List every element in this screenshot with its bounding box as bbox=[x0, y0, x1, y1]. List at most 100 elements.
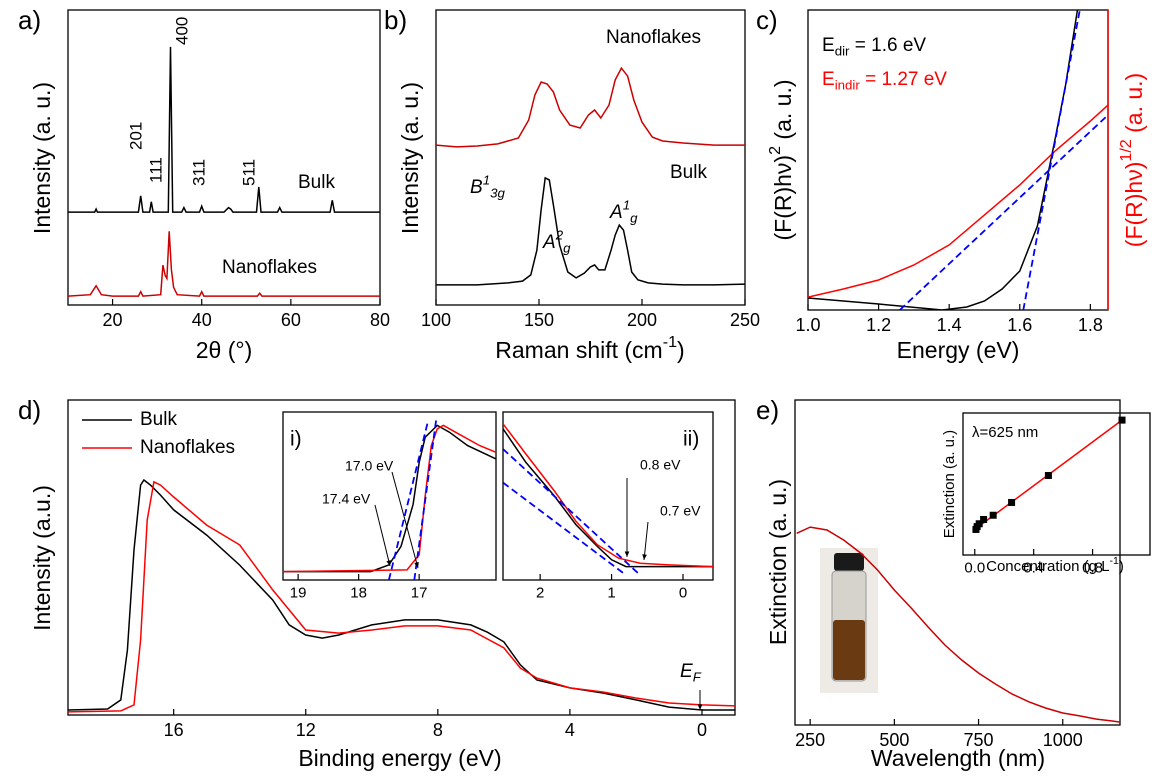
y2-axis-label: (F(R)hν)1/2 (a. u.) bbox=[1117, 73, 1147, 247]
annotation: Bulk bbox=[670, 162, 707, 183]
arrow-head bbox=[624, 551, 630, 557]
text-part: -1 bbox=[663, 333, 677, 351]
text-part: (F(R)hν) bbox=[1121, 162, 1147, 248]
annotation: 400 bbox=[172, 17, 191, 45]
annotation: 17.4 eV bbox=[322, 491, 371, 507]
plot-marks bbox=[68, 478, 735, 713]
plot-frame bbox=[435, 9, 746, 306]
text-part: 2 bbox=[555, 227, 564, 242]
annotation: Nanoflakes bbox=[606, 27, 701, 48]
text-part: -1 bbox=[1110, 555, 1119, 567]
vial-cap bbox=[834, 553, 864, 571]
panel-label: e) bbox=[756, 395, 779, 425]
x-tick-label: 17 bbox=[411, 584, 428, 601]
annotation: B13g bbox=[470, 172, 505, 200]
y-axis-label: Intensity (a. u.) bbox=[29, 82, 55, 234]
legend-label: Nanoflakes bbox=[140, 437, 235, 458]
y-axis-label: Extinction (a. u.) bbox=[941, 430, 958, 538]
x-tick-label: 0 bbox=[679, 584, 687, 601]
annotation: 201 bbox=[126, 122, 145, 150]
fit-line bbox=[1022, 10, 1081, 310]
data-line bbox=[503, 428, 713, 568]
x-tick-label: 60 bbox=[281, 310, 301, 330]
arrow bbox=[374, 504, 391, 567]
x-tick-label: 1 bbox=[607, 584, 615, 601]
x-tick-label: 150 bbox=[524, 310, 554, 330]
text-part: 1/2 bbox=[1117, 139, 1135, 161]
x-tick-label: 0.8 bbox=[1082, 559, 1103, 576]
arrow-head bbox=[697, 704, 703, 710]
plot-marks bbox=[796, 526, 1120, 723]
fit-line bbox=[899, 114, 1108, 310]
text-part: E bbox=[822, 69, 835, 90]
data-line bbox=[796, 526, 1120, 723]
panel-label: b) bbox=[384, 5, 407, 35]
text-part: 2 bbox=[766, 146, 784, 155]
text-part: g bbox=[630, 210, 638, 225]
text-part: B bbox=[470, 177, 483, 198]
x-tick-label: 250 bbox=[730, 310, 760, 330]
plot-marks bbox=[972, 416, 1126, 533]
annotation: Edir = 1.6 eV bbox=[822, 35, 926, 58]
text-part: = 1.27 eV bbox=[860, 69, 947, 90]
data-line bbox=[68, 480, 735, 713]
marker bbox=[975, 520, 983, 528]
arrow-head bbox=[386, 560, 391, 566]
x-tick-label: 8 bbox=[433, 720, 443, 740]
x-axis-label: Wavelength (nm) bbox=[871, 745, 1045, 771]
text-part: 1 bbox=[623, 197, 630, 212]
text-part: A bbox=[542, 232, 556, 253]
text-part: E bbox=[822, 35, 835, 56]
annotation: 311 bbox=[189, 159, 208, 186]
annotation: 0.7 eV bbox=[660, 503, 701, 519]
x-axis-label: Raman shift (cm-1) bbox=[495, 333, 684, 363]
x-tick-label: 750 bbox=[964, 730, 994, 750]
arrow bbox=[391, 471, 419, 569]
x-tick-label: 0.0 bbox=[964, 559, 985, 576]
text-part: indir bbox=[835, 77, 861, 92]
x-axis-label: Concentration (g L-1) bbox=[986, 555, 1124, 575]
annotation: A2g bbox=[542, 227, 571, 255]
marker bbox=[989, 511, 997, 519]
x-tick-label: 16 bbox=[164, 720, 184, 740]
marker bbox=[1118, 416, 1126, 424]
x-tick-label: 1.8 bbox=[1078, 315, 1103, 335]
data-line bbox=[68, 46, 380, 213]
annotation: A1g bbox=[609, 197, 638, 225]
x-tick-label: 80 bbox=[370, 310, 390, 330]
text-part: dir bbox=[835, 43, 850, 58]
arrow-head bbox=[414, 562, 419, 568]
data-line bbox=[436, 176, 745, 286]
plot-frame bbox=[67, 9, 381, 306]
x-tick-label: 100 bbox=[421, 310, 451, 330]
fit-line bbox=[503, 481, 627, 576]
annotation: 511 bbox=[239, 159, 258, 186]
text-part: 1 bbox=[483, 172, 490, 187]
x-tick-label: 12 bbox=[296, 720, 316, 740]
text-part: E bbox=[680, 661, 693, 682]
text-part: Raman shift (cm bbox=[495, 337, 662, 363]
x-tick-label: 18 bbox=[350, 584, 367, 601]
text-part: ) bbox=[677, 337, 685, 363]
plot-marks bbox=[808, 10, 1108, 310]
text-part: g bbox=[563, 240, 571, 255]
x-tick-label: 40 bbox=[192, 310, 212, 330]
panel-label: ii) bbox=[683, 428, 699, 451]
text-part: ) bbox=[1119, 558, 1124, 575]
arrow-head bbox=[642, 554, 647, 560]
plot-marks bbox=[283, 420, 496, 580]
text-part: F bbox=[693, 669, 702, 684]
data-line bbox=[283, 424, 496, 573]
x-axis-label: Energy (eV) bbox=[897, 337, 1020, 363]
x-axis-label: Binding energy (eV) bbox=[298, 745, 501, 771]
x-tick-label: 19 bbox=[290, 584, 307, 601]
x-tick-label: 0.4 bbox=[1023, 559, 1044, 576]
annotation: Eindir = 1.27 eV bbox=[822, 69, 947, 92]
x-tick-label: 1.0 bbox=[795, 315, 820, 335]
annotation: EF bbox=[680, 661, 702, 684]
text-part: (a. u.) bbox=[1121, 73, 1147, 139]
plot-marks bbox=[68, 46, 380, 297]
legend-label: Bulk bbox=[140, 409, 177, 430]
x-tick-label: 1.6 bbox=[1007, 315, 1032, 335]
